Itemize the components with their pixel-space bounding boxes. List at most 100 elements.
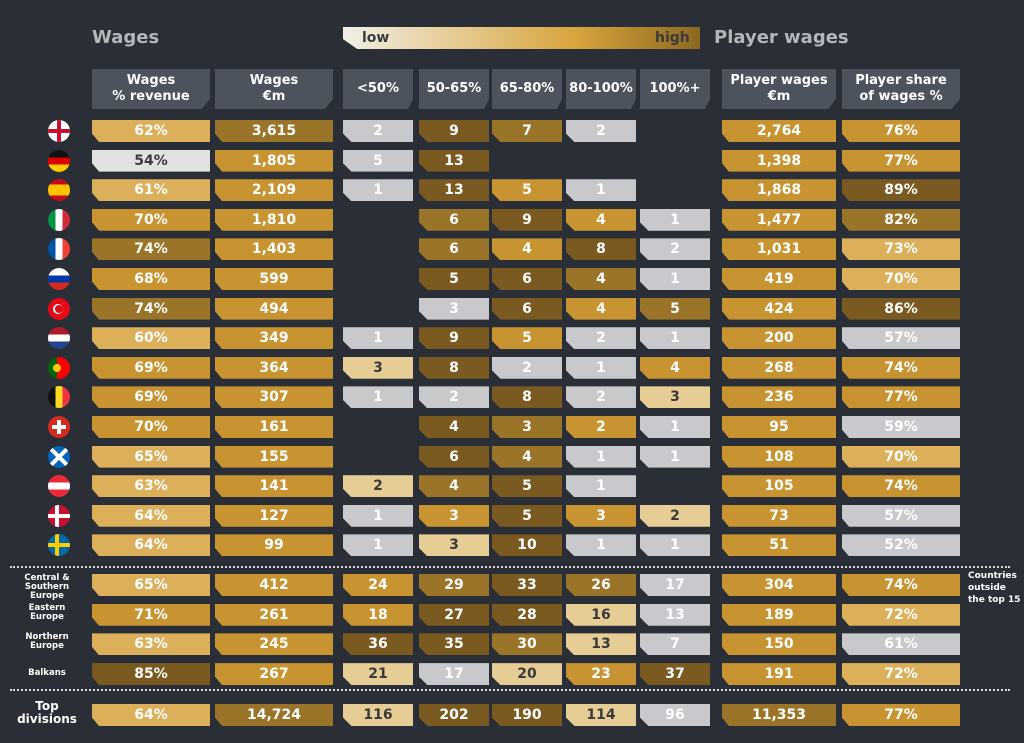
player-share-cell: 74% bbox=[842, 475, 960, 498]
player-share-cell: 59% bbox=[842, 416, 960, 438]
bucket-cell: 4 bbox=[419, 475, 489, 498]
bucket-cell: 17 bbox=[640, 574, 710, 596]
bucket-cell: 3 bbox=[343, 356, 413, 379]
bucket-cell: 9 bbox=[492, 208, 562, 231]
bucket-cell: 1 bbox=[343, 534, 413, 557]
bucket-cell: 1 bbox=[343, 504, 413, 527]
wages-eur-cell: 155 bbox=[215, 445, 333, 468]
column-header: <50% bbox=[343, 69, 413, 109]
bucket-cell: 2 bbox=[566, 416, 636, 438]
column-header: 80-100% bbox=[566, 69, 636, 109]
bucket-cell: 4 bbox=[566, 208, 636, 231]
bucket-cell: 30 bbox=[492, 633, 562, 656]
player-wages-cell: 1,868 bbox=[722, 179, 836, 202]
bucket-cell: 1 bbox=[640, 534, 710, 557]
wages-eur-cell: 1,403 bbox=[215, 238, 333, 261]
wages-pct-cell: 65% bbox=[92, 574, 210, 596]
bucket-cell: 4 bbox=[492, 238, 562, 261]
bucket-cell: 2 bbox=[566, 327, 636, 350]
bucket-cell: 5 bbox=[492, 475, 562, 498]
wages-eur-cell: 599 bbox=[215, 268, 333, 290]
bucket-cell: 7 bbox=[640, 633, 710, 656]
player-wages-cell: 189 bbox=[722, 603, 836, 626]
wages-pct-cell: 62% bbox=[92, 120, 210, 142]
player-share-cell: 57% bbox=[842, 327, 960, 350]
region-label: Balkans bbox=[28, 668, 66, 679]
bucket-cell: 3 bbox=[640, 386, 710, 409]
bucket-cell: 1 bbox=[640, 208, 710, 231]
wages-pct-cell: 74% bbox=[92, 238, 210, 261]
player-share-cell: 72% bbox=[842, 603, 960, 626]
wages-eur-cell: 349 bbox=[215, 327, 333, 350]
belgium-flag-icon bbox=[48, 386, 70, 409]
bucket-cell: 6 bbox=[492, 268, 562, 290]
spain-flag-icon bbox=[48, 179, 70, 202]
bucket-cell: 9 bbox=[419, 120, 489, 142]
wages-pct-cell: 70% bbox=[92, 208, 210, 231]
bucket-cell: 1 bbox=[343, 386, 413, 409]
bucket-cell: 8 bbox=[566, 238, 636, 261]
player-wages-cell: 304 bbox=[722, 574, 836, 596]
bucket-cell: 3 bbox=[419, 297, 489, 320]
player-wages-cell: 105 bbox=[722, 475, 836, 498]
bucket-cell: 33 bbox=[492, 574, 562, 596]
wages-pct-cell: 68% bbox=[92, 268, 210, 290]
bucket-cell: 3 bbox=[492, 416, 562, 438]
player-share-cell: 77% bbox=[842, 386, 960, 409]
player-share-cell: 86% bbox=[842, 297, 960, 320]
wages-eur-cell: 127 bbox=[215, 504, 333, 527]
bucket-cell: 190 bbox=[492, 704, 562, 726]
bucket-cell: 1 bbox=[640, 268, 710, 290]
bucket-cell: 10 bbox=[492, 534, 562, 557]
player-wages-cell: 200 bbox=[722, 327, 836, 350]
bucket-cell: 4 bbox=[640, 356, 710, 379]
player-wages-cell: 419 bbox=[722, 268, 836, 290]
bucket-cell: 2 bbox=[640, 238, 710, 261]
portugal-flag-icon bbox=[48, 356, 70, 379]
bucket-cell: 18 bbox=[343, 603, 413, 626]
france-flag-icon bbox=[48, 238, 70, 261]
wages-eur-cell: 494 bbox=[215, 297, 333, 320]
legend-low-label: low bbox=[362, 30, 390, 46]
column-header: Player wages €m bbox=[722, 69, 836, 109]
wages-eur-cell: 261 bbox=[215, 603, 333, 626]
player-wages-cell: 150 bbox=[722, 633, 836, 656]
bucket-cell: 8 bbox=[492, 386, 562, 409]
wages-eur-cell: 245 bbox=[215, 633, 333, 656]
wages-pct-cell: 85% bbox=[92, 663, 210, 686]
player-wages-cell: 1,398 bbox=[722, 149, 836, 172]
bucket-cell: 5 bbox=[492, 327, 562, 350]
wages-pct-cell: 64% bbox=[92, 704, 210, 726]
netherlands-flag-icon bbox=[48, 327, 70, 350]
wages-eur-cell: 99 bbox=[215, 534, 333, 557]
bucket-cell: 13 bbox=[640, 603, 710, 626]
bucket-cell: 114 bbox=[566, 704, 636, 726]
wages-pct-cell: 69% bbox=[92, 386, 210, 409]
bucket-cell: 2 bbox=[566, 120, 636, 142]
bucket-cell: 1 bbox=[566, 534, 636, 557]
bucket-cell: 5 bbox=[640, 297, 710, 320]
bucket-cell: 36 bbox=[343, 633, 413, 656]
wages-pct-cell: 64% bbox=[92, 504, 210, 527]
turkey-flag-icon bbox=[48, 297, 70, 320]
player-wages-cell: 1,031 bbox=[722, 238, 836, 261]
bucket-cell: 7 bbox=[492, 120, 562, 142]
wages-pct-cell: 70% bbox=[92, 416, 210, 438]
bucket-cell: 27 bbox=[419, 603, 489, 626]
sweden-flag-icon bbox=[48, 534, 70, 557]
wages-eur-cell: 3,615 bbox=[215, 120, 333, 142]
wages-pct-cell: 71% bbox=[92, 603, 210, 626]
bucket-cell: 6 bbox=[419, 208, 489, 231]
player-share-cell: 61% bbox=[842, 633, 960, 656]
bucket-cell: 5 bbox=[492, 179, 562, 202]
wages-eur-cell: 1,805 bbox=[215, 149, 333, 172]
wages-eur-cell: 412 bbox=[215, 574, 333, 596]
bucket-cell: 6 bbox=[492, 297, 562, 320]
bucket-cell: 4 bbox=[492, 445, 562, 468]
region-label: Eastern Europe bbox=[28, 602, 66, 622]
bucket-cell: 23 bbox=[566, 663, 636, 686]
player-share-cell: 57% bbox=[842, 504, 960, 527]
bucket-cell: 2 bbox=[492, 356, 562, 379]
bucket-cell: 5 bbox=[419, 268, 489, 290]
column-header: 100%+ bbox=[640, 69, 710, 109]
